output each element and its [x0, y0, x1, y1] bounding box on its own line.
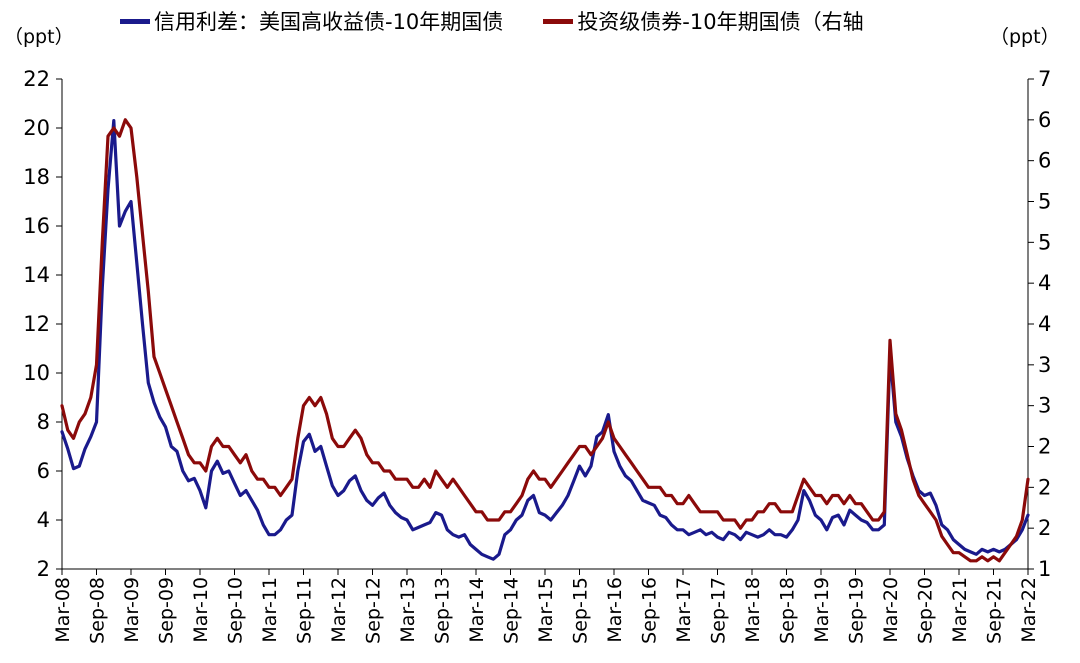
right-tick-label: 2: [1038, 516, 1051, 540]
x-tick-label: Sep-11: [294, 577, 316, 644]
right-tick-label: 6: [1038, 149, 1051, 173]
x-tick-label: Sep-20: [915, 577, 937, 644]
legend-swatch-high-yield: [120, 18, 150, 24]
x-tick-label: Mar-16: [604, 577, 626, 643]
legend-item-high-yield: 信用利差：美国高收益债-10年期国债: [120, 6, 503, 36]
x-tick-label: Mar-15: [535, 577, 557, 643]
x-tick-label: Sep-21: [984, 577, 1006, 644]
x-tick-label: Sep-16: [639, 577, 661, 644]
x-tick-label: Mar-19: [811, 577, 833, 643]
left-tick-label: 22: [23, 67, 50, 91]
x-tick-label: Sep-15: [570, 577, 592, 644]
right-tick-label: 2: [1038, 435, 1051, 459]
right-tick-label: 5: [1038, 190, 1051, 214]
x-tick-label: Sep-10: [225, 577, 247, 644]
x-tick-label: Mar-09: [121, 577, 143, 643]
x-tick-label: Mar-14: [466, 577, 488, 643]
x-tick-label: Sep-18: [777, 577, 799, 644]
x-tick-label: Mar-22: [1018, 577, 1040, 643]
x-tick-label: Sep-19: [846, 577, 868, 644]
left-tick-label: 16: [23, 214, 50, 238]
x-tick-label: Mar-17: [673, 577, 695, 643]
x-tick-label: Sep-12: [363, 577, 385, 644]
left-tick-label: 2: [37, 557, 50, 581]
x-tick-label: Mar-10: [190, 577, 212, 643]
left-tick-label: 4: [37, 508, 50, 532]
right-tick-label: 3: [1038, 353, 1051, 377]
x-tick-label: Sep-13: [432, 577, 454, 644]
x-tick-label: Mar-13: [397, 577, 419, 643]
left-tick-label: 12: [23, 312, 50, 336]
right-tick-label: 7: [1038, 67, 1051, 91]
right-axis-unit: （ppt）: [990, 26, 1060, 48]
right-tick-label: 2: [1038, 475, 1051, 499]
legend-swatch-investment-grade: [543, 18, 574, 24]
left-tick-label: 6: [37, 459, 50, 483]
right-tick-label: 5: [1038, 230, 1051, 254]
legend: 信用利差：美国高收益债-10年期国债 投资级债券-10年期国债（右轴: [120, 6, 864, 36]
right-tick-label: 4: [1038, 312, 1051, 336]
x-tick-label: Mar-08: [52, 577, 74, 643]
x-tick-label: Mar-12: [328, 577, 350, 643]
right-tick-label: 6: [1038, 108, 1051, 132]
left-tick-label: 18: [23, 165, 50, 189]
right-tick-label: 1: [1038, 557, 1051, 581]
left-tick-label: 14: [23, 263, 50, 287]
x-tick-label: Mar-11: [259, 577, 281, 643]
left-axis-unit: （ppt）: [4, 26, 74, 48]
left-tick-label: 10: [23, 361, 50, 385]
x-tick-label: Sep-08: [87, 577, 109, 644]
series-line-investment-grade: [60, 118, 1030, 563]
x-tick-label: Sep-17: [708, 577, 730, 644]
right-tick-label: 4: [1038, 271, 1051, 295]
right-tick-label: 3: [1038, 394, 1051, 418]
x-tick-label: Mar-21: [949, 577, 971, 643]
left-tick-label: 8: [37, 410, 50, 434]
legend-label-high-yield: 信用利差：美国高收益债-10年期国债: [154, 10, 504, 34]
legend-item-investment-grade: 投资级债券-10年期国债（右轴: [543, 6, 864, 36]
x-tick-label: Sep-09: [156, 577, 178, 644]
legend-label-investment-grade: 投资级债券-10年期国债（右轴: [577, 10, 864, 34]
left-tick-label: 20: [23, 116, 50, 140]
x-tick-label: Sep-14: [501, 577, 523, 644]
x-tick-label: Mar-18: [742, 577, 764, 643]
series-line-high-yield: [60, 118, 1030, 561]
x-tick-label: Mar-20: [880, 577, 902, 643]
series-lines: [60, 118, 1030, 563]
